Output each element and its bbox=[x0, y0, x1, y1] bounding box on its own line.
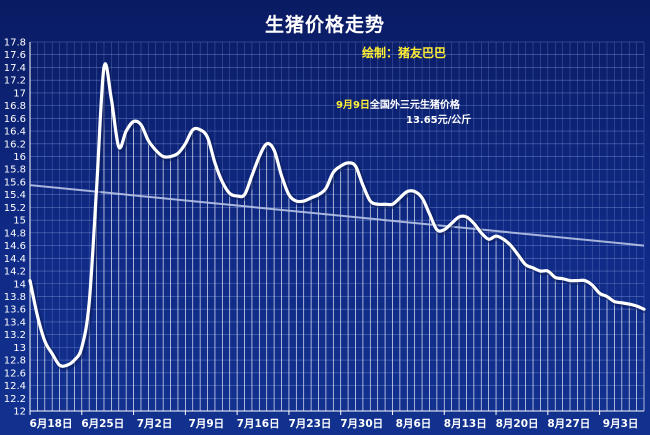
y-tick-label: 15.8 bbox=[4, 165, 26, 176]
x-tick-label: 8月20日 bbox=[496, 418, 539, 430]
annotation-value: 13.65元/公斤 bbox=[406, 115, 472, 126]
x-tick-label: 9月3日 bbox=[603, 418, 639, 430]
x-tick-label: 8月13日 bbox=[444, 418, 487, 430]
y-tick-label: 14.4 bbox=[4, 254, 26, 265]
y-tick-label: 15.2 bbox=[4, 203, 26, 214]
y-tick-label: 13.8 bbox=[4, 292, 26, 303]
y-tick-label: 17.4 bbox=[4, 63, 26, 74]
y-tick-label: 17.2 bbox=[4, 76, 26, 87]
x-tick-label: 6月25日 bbox=[81, 418, 124, 430]
y-tick-label: 14.2 bbox=[4, 267, 26, 278]
y-tick-label: 13.4 bbox=[4, 317, 26, 328]
y-tick-label: 14.8 bbox=[4, 228, 26, 239]
y-tick-label: 15.6 bbox=[4, 177, 26, 188]
x-tick-label: 7月23日 bbox=[288, 418, 331, 430]
y-tick-label: 16.2 bbox=[4, 139, 26, 150]
x-tick-label: 7月2日 bbox=[137, 418, 173, 430]
annotation-text: 全国外三元生猪价格 bbox=[369, 100, 460, 111]
y-tick-label: 16.8 bbox=[4, 101, 26, 112]
x-tick-label: 8月27日 bbox=[547, 418, 590, 430]
y-tick-label: 13.6 bbox=[4, 305, 26, 316]
y-tick-label: 12.4 bbox=[4, 381, 26, 392]
y-tick-label: 15.4 bbox=[4, 190, 26, 201]
chart-title: 生猪价格走势 bbox=[264, 14, 385, 36]
credit-text: 绘制：猪友巴巴 bbox=[362, 46, 447, 60]
y-tick-label: 17.8 bbox=[4, 38, 26, 49]
y-tick-label: 16.4 bbox=[4, 127, 26, 138]
x-tick-label: 7月9日 bbox=[189, 418, 225, 430]
x-tick-label: 7月30日 bbox=[340, 418, 383, 430]
x-tick-label: 7月16日 bbox=[237, 418, 280, 430]
y-tick-label: 15 bbox=[13, 216, 26, 227]
y-tick-label: 12.8 bbox=[4, 356, 26, 367]
trend-line bbox=[29, 184, 645, 247]
y-tick-label: 13.2 bbox=[4, 330, 26, 341]
y-tick-label: 16 bbox=[13, 152, 26, 163]
x-tick-label: 8月6日 bbox=[396, 418, 432, 430]
y-tick-label: 17.6 bbox=[4, 50, 26, 61]
y-tick-label: 12 bbox=[13, 407, 26, 418]
annotation-caption: 9月9日全国外三元生猪价格 bbox=[336, 96, 460, 111]
y-tick-label: 12.2 bbox=[4, 394, 26, 405]
price-line bbox=[28, 62, 646, 368]
y-tick-label: 16.6 bbox=[4, 114, 26, 125]
y-tick-label: 17 bbox=[13, 88, 26, 99]
y-tick-label: 14.6 bbox=[4, 241, 26, 252]
x-tick-label: 6月18日 bbox=[30, 418, 73, 430]
y-tick-label: 12.6 bbox=[4, 368, 26, 379]
annotation-date: 9月9日 bbox=[336, 100, 370, 111]
y-tick-label: 13 bbox=[13, 343, 26, 354]
y-tick-label: 14 bbox=[13, 279, 26, 290]
